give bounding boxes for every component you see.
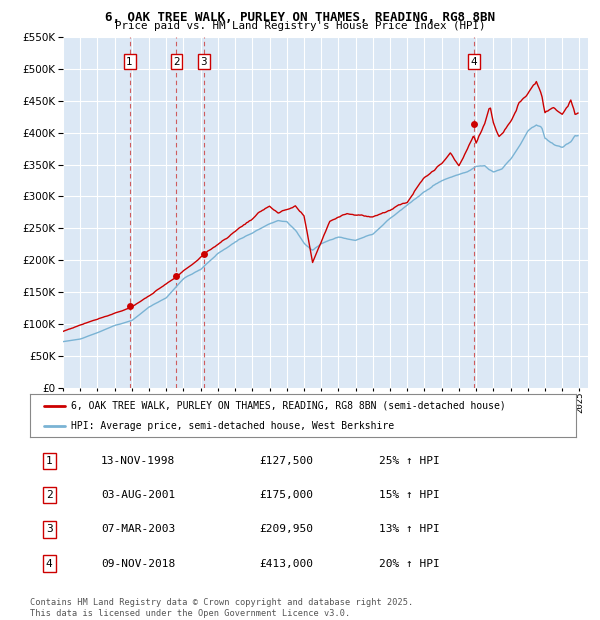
Text: £413,000: £413,000 [259,559,313,569]
Text: 3: 3 [46,525,52,534]
Text: 6, OAK TREE WALK, PURLEY ON THAMES, READING, RG8 8BN (semi-detached house): 6, OAK TREE WALK, PURLEY ON THAMES, READ… [71,401,506,411]
Text: 3: 3 [200,56,207,67]
Text: 13% ↑ HPI: 13% ↑ HPI [379,525,440,534]
Text: 20% ↑ HPI: 20% ↑ HPI [379,559,440,569]
Text: £127,500: £127,500 [259,456,313,466]
Text: 4: 4 [46,559,52,569]
Text: HPI: Average price, semi-detached house, West Berkshire: HPI: Average price, semi-detached house,… [71,421,394,432]
Text: 13-NOV-1998: 13-NOV-1998 [101,456,175,466]
Text: 25% ↑ HPI: 25% ↑ HPI [379,456,440,466]
Text: 09-NOV-2018: 09-NOV-2018 [101,559,175,569]
Text: 4: 4 [470,56,477,67]
Text: Contains HM Land Registry data © Crown copyright and database right 2025.
This d: Contains HM Land Registry data © Crown c… [30,598,413,618]
Text: 03-AUG-2001: 03-AUG-2001 [101,490,175,500]
Text: Price paid vs. HM Land Registry's House Price Index (HPI): Price paid vs. HM Land Registry's House … [115,21,485,31]
Text: 07-MAR-2003: 07-MAR-2003 [101,525,175,534]
Text: 1: 1 [46,456,52,466]
Text: 2: 2 [46,490,52,500]
Text: 6, OAK TREE WALK, PURLEY ON THAMES, READING, RG8 8BN: 6, OAK TREE WALK, PURLEY ON THAMES, READ… [105,11,495,24]
Text: £175,000: £175,000 [259,490,313,500]
Text: 15% ↑ HPI: 15% ↑ HPI [379,490,440,500]
Text: £209,950: £209,950 [259,525,313,534]
Text: 1: 1 [127,56,133,67]
Text: 2: 2 [173,56,180,67]
